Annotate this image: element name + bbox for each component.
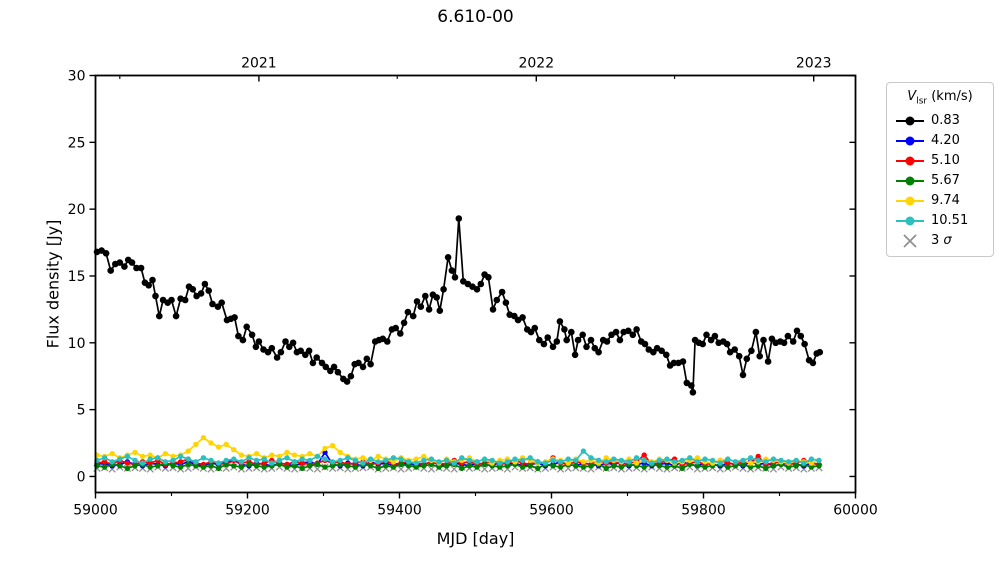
- legend-entry-9.74: 9.74: [895, 191, 985, 211]
- svg-text:60000: 60000: [833, 503, 878, 519]
- legend-entry-label: 5.10: [931, 153, 960, 169]
- legend-entry-label: 3 σ: [931, 233, 952, 249]
- svg-text:5: 5: [77, 403, 86, 419]
- legend-entry-label: 5.67: [931, 173, 960, 189]
- legend-entry-label: 0.83: [931, 113, 960, 129]
- x-axis-label: MJD [day]: [436, 529, 515, 548]
- svg-text:2022: 2022: [518, 56, 554, 72]
- line-circle-marker-icon: [896, 196, 924, 206]
- svg-text:2023: 2023: [796, 56, 832, 72]
- legend-entry-label: 10.51: [931, 213, 969, 229]
- series-layer: [93, 215, 824, 473]
- series-10.51: [94, 448, 822, 466]
- svg-text:59000: 59000: [73, 503, 118, 519]
- line-circle-marker-icon: [896, 216, 924, 226]
- svg-text:59200: 59200: [225, 503, 270, 519]
- svg-text:59400: 59400: [377, 503, 422, 519]
- x-marker-icon: [903, 233, 917, 248]
- line-circle-marker-icon: [896, 136, 924, 146]
- legend-entry-3-sigma: 3 σ: [895, 231, 985, 251]
- y-axis-label: Flux density [Jy]: [43, 219, 63, 349]
- series-0.83: [93, 215, 824, 396]
- svg-text:20: 20: [68, 202, 86, 218]
- svg-text:15: 15: [68, 269, 86, 285]
- legend: Vlsr (km/s) 0.83 4.20 5.10 5.67 9.74 10.…: [886, 82, 994, 257]
- legend-entry-4.20: 4.20: [895, 131, 985, 151]
- chart-title: 6.610-00: [437, 7, 514, 27]
- svg-text:0: 0: [77, 469, 86, 485]
- legend-entry-0.83: 0.83: [895, 111, 985, 131]
- line-circle-marker-icon: [896, 176, 924, 186]
- legend-entry-10.51: 10.51: [895, 211, 985, 231]
- legend-entry-5.67: 5.67: [895, 171, 985, 191]
- svg-text:2021: 2021: [241, 56, 277, 72]
- svg-text:10: 10: [68, 336, 86, 352]
- line-circle-marker-icon: [896, 116, 924, 126]
- series-5.67: [94, 460, 822, 472]
- axes: 59000 59200 59400 59600 59800 60000 0 5 10 15 20 25…: [68, 56, 878, 519]
- legend-title: Vlsr (km/s): [907, 89, 973, 107]
- svg-text:25: 25: [68, 135, 86, 151]
- legend-entry-label: 4.20: [931, 133, 960, 149]
- svg-text:59600: 59600: [529, 503, 574, 519]
- legend-entry-label: 9.74: [931, 193, 960, 209]
- svg-text:59800: 59800: [681, 503, 726, 519]
- legend-entry-5.10: 5.10: [895, 151, 985, 171]
- line-circle-marker-icon: [896, 156, 924, 166]
- svg-text:30: 30: [68, 69, 86, 85]
